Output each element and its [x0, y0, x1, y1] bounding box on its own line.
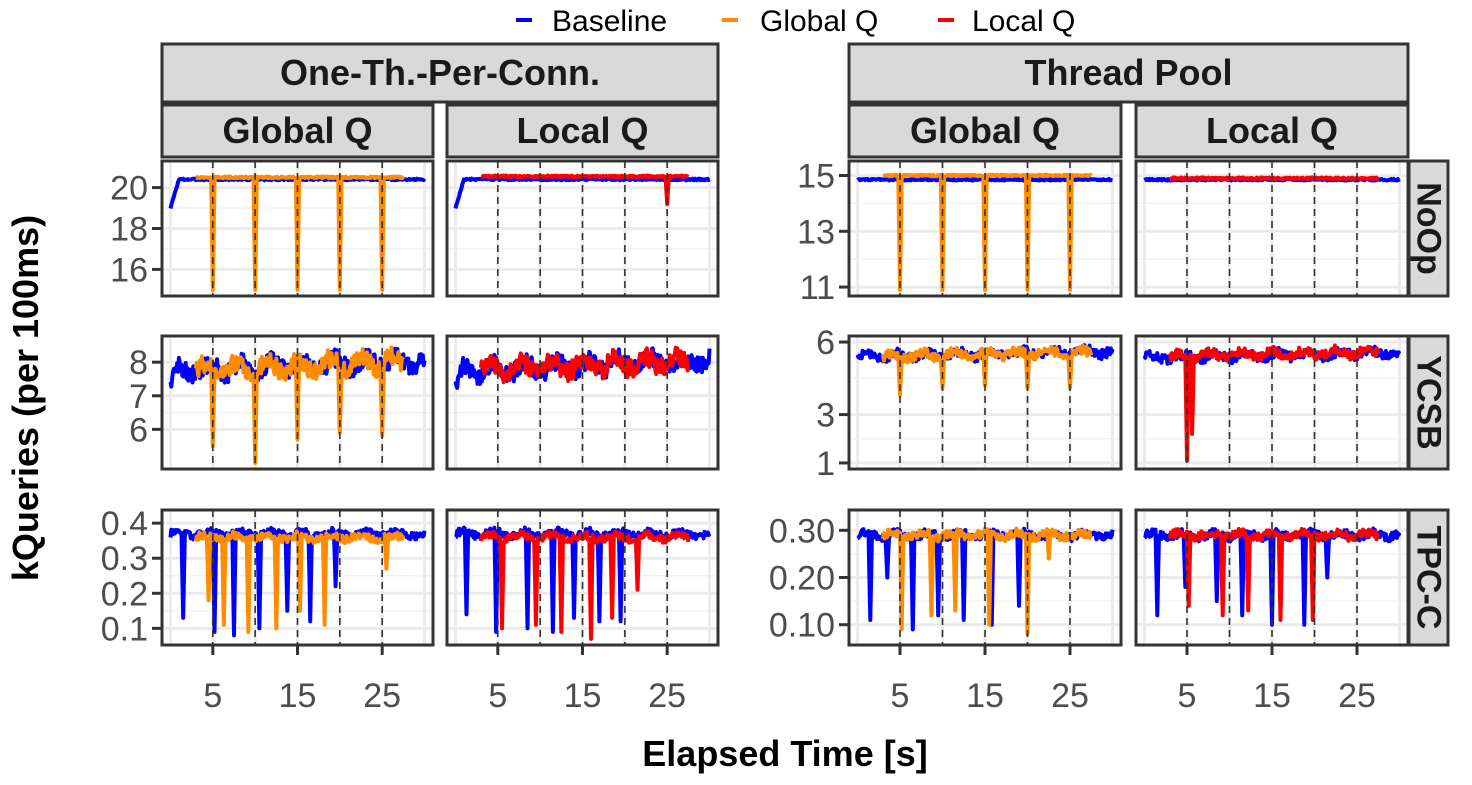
panel-border	[1134, 334, 1410, 471]
facet-strips: One-Th.-Per-Conn. Global Q Local Q Thread P…	[160, 42, 1450, 647]
x-tick-label: 15	[564, 677, 602, 715]
strip-group-thread-pool	[847, 42, 1410, 104]
strip-group-one-th-per-conn	[160, 42, 720, 104]
x-tick-label: 5	[1178, 677, 1197, 715]
x-tick-label: 15	[1253, 677, 1291, 715]
y-tick-label: 16	[110, 251, 148, 289]
y-tick-label: 7	[129, 378, 148, 416]
y-axis-title: kQueries (per 100ms)	[5, 215, 46, 581]
strip-workload-label: YCSB	[1410, 355, 1448, 449]
x-tick-label: 25	[1051, 677, 1089, 715]
y-tick-label: 18	[110, 211, 148, 249]
series-line-local-q	[1168, 343, 1381, 463]
y-tick-label: 0.1	[101, 610, 148, 648]
y-tick-label: 15	[797, 158, 835, 196]
strip-queue-label: Global Q	[910, 110, 1060, 151]
y-axis-tpc-c-one-th-per-conn: 0.10.20.30.4	[101, 505, 162, 648]
y-tick-label: 3	[816, 397, 835, 435]
panel-border	[445, 159, 720, 298]
panel-tpc-c-thread-pool-global-q	[847, 508, 1123, 647]
legend: Baseline Global Q Local Q	[516, 5, 1075, 38]
series-line-local-q	[1168, 175, 1380, 182]
strip-queue-thread-pool-global-q	[847, 103, 1123, 159]
strip-workload-label: TPC-C	[1410, 526, 1448, 630]
strip-group-label: One-Th.-Per-Conn.	[280, 52, 600, 93]
panel-tpc-c-one-th-per-conn-global-q	[160, 508, 435, 647]
y-axis-ycsb-one-th-per-conn: 678	[129, 344, 162, 449]
series-line-global-q	[881, 343, 1094, 398]
strip-group-label: Thread Pool	[1024, 52, 1232, 93]
strip-workload-label: NoOp	[1410, 182, 1448, 275]
strip-queue-label: Local Q	[516, 110, 648, 151]
x-tick-label: 5	[203, 677, 222, 715]
y-tick-label: 0.10	[769, 607, 835, 645]
y-axis-ycsb-thread-pool: 1 3 6	[816, 324, 849, 483]
x-axis-thread-pool-local-q: 5 15 25	[1178, 645, 1376, 715]
x-axis-one-th-per-conn-local-q: 5 15 25	[488, 645, 686, 715]
panel-noop-thread-pool-local-q	[1134, 159, 1410, 298]
x-tick-label: 25	[363, 677, 401, 715]
series-line-global-q	[881, 526, 1093, 637]
series-line-global-q	[193, 529, 406, 634]
legend-label-baseline: Baseline	[552, 5, 667, 38]
panel-border	[847, 159, 1123, 298]
x-axes: 5 15 25 5 15 25 5 15 25 5 15 25	[203, 645, 1376, 715]
series-line-global-q	[881, 172, 1093, 292]
panel-border	[1134, 159, 1410, 298]
y-tick-label: 0.2	[101, 575, 148, 613]
series-line-global-q	[194, 174, 406, 292]
legend-label-local-q: Local Q	[972, 5, 1075, 38]
strip-queue-one-th-per-conn-local-q	[445, 103, 720, 159]
series-line-local-q	[478, 345, 691, 385]
y-tick-label: 0.20	[769, 560, 835, 598]
y-axes: 1618201113156781360.10.20.30.40.100.200.…	[101, 158, 849, 648]
strip-workload-noop	[1407, 159, 1450, 298]
y-tick-label: 6	[129, 411, 148, 449]
panel-ycsb-thread-pool-global-q	[847, 334, 1123, 471]
panel-border	[445, 334, 720, 471]
panel-border	[160, 334, 435, 471]
strip-queue-one-th-per-conn-global-q	[160, 103, 435, 159]
panel-noop-one-th-per-conn-local-q	[445, 159, 720, 298]
y-tick-label: 20	[110, 170, 148, 208]
y-axis-noop-thread-pool: 11 13 15	[797, 158, 849, 307]
plot-panels	[160, 159, 1410, 647]
legend-label-global-q: Global Q	[760, 5, 878, 38]
series-line-local-q	[1168, 526, 1381, 622]
x-axis-title: Elapsed Time [s]	[642, 733, 927, 774]
x-tick-label: 5	[891, 677, 910, 715]
panel-tpc-c-one-th-per-conn-local-q	[445, 508, 720, 647]
panel-ycsb-one-th-per-conn-local-q	[445, 334, 720, 471]
y-tick-label: 0.3	[101, 540, 148, 578]
y-tick-label: 13	[797, 213, 835, 251]
y-tick-label: 0.30	[769, 512, 835, 550]
x-tick-label: 5	[488, 677, 507, 715]
panel-ycsb-thread-pool-local-q	[1134, 334, 1410, 471]
y-tick-label: 1	[816, 445, 835, 483]
panel-ycsb-one-th-per-conn-global-q	[160, 334, 435, 471]
x-tick-label: 25	[648, 677, 686, 715]
y-axis-tpc-c-thread-pool: 0.10 0.20 0.30	[769, 512, 849, 645]
panel-noop-thread-pool-global-q	[847, 159, 1123, 298]
x-axis-one-th-per-conn-global-q: 5 15 25	[203, 645, 401, 715]
strip-queue-label: Local Q	[1206, 110, 1338, 151]
panel-noop-one-th-per-conn-global-q	[160, 159, 435, 298]
series-line-local-q	[478, 529, 691, 641]
y-tick-label: 8	[129, 344, 148, 382]
x-axis-thread-pool-global-q: 5 15 25	[891, 645, 1089, 715]
y-tick-label: 6	[816, 324, 835, 362]
series-line-global-q	[193, 345, 405, 465]
series-line-local-q	[479, 173, 690, 206]
x-tick-label: 25	[1338, 677, 1376, 715]
panel-tpc-c-thread-pool-local-q	[1134, 508, 1410, 647]
y-tick-label: 0.4	[101, 505, 148, 543]
x-tick-label: 15	[279, 677, 317, 715]
panel-border	[847, 334, 1123, 471]
strip-queue-label: Global Q	[222, 110, 372, 151]
y-tick-label: 11	[800, 269, 835, 307]
x-tick-label: 15	[966, 677, 1004, 715]
strip-queue-thread-pool-local-q	[1134, 103, 1410, 159]
